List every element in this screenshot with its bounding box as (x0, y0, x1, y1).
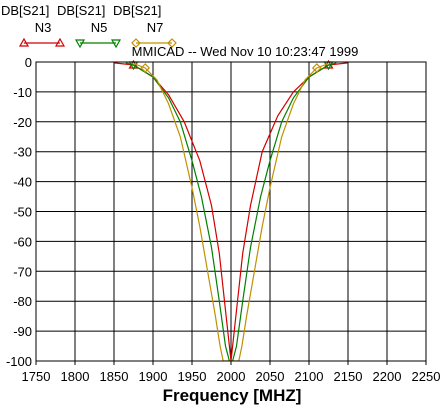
series-line-n3 (113, 62, 349, 361)
x-tick-label: 2050 (256, 369, 285, 384)
y-tick-label: -70 (13, 264, 32, 279)
x-tick-label: 2100 (295, 369, 324, 384)
legend-header-n3: DB[S21] (1, 3, 49, 18)
chart-title: MMICAD -- Wed Nov 10 10:23:47 1999 (132, 44, 359, 59)
series-line-n5 (125, 62, 337, 361)
y-tick-label: -40 (13, 175, 32, 190)
legend-header-n7: DB[S21] (113, 3, 161, 18)
y-tick-label: -30 (13, 145, 32, 160)
y-tick-label: -10 (13, 85, 32, 100)
x-tick-label: 1950 (178, 369, 207, 384)
legend-header-n5: DB[S21] (57, 3, 105, 18)
legend: DB[S21] N3 DB[S21] N5 DB[S21] N7 (1, 3, 177, 49)
x-tick-label: 2000 (217, 369, 246, 384)
x-tick-labels: 1750 1800 1850 1900 1950 2000 2050 2100 2150 2200… (22, 361, 441, 384)
x-tick-label: 1800 (61, 369, 90, 384)
y-tick-label: -50 (13, 205, 32, 220)
y-tick-label: -100 (6, 354, 32, 369)
legend-marker-n3 (54, 37, 66, 47)
series-marker-n7 (311, 63, 322, 73)
legend-marker-n7 (167, 38, 177, 48)
y-tick-label: -80 (13, 294, 32, 309)
y-tick-label: 0 (25, 55, 32, 70)
legend-marker-n5 (110, 39, 122, 49)
y-tick-label: -90 (13, 324, 32, 339)
y-tick-labels: 0 -10 -20 -30 -40 -50 -60 -70 -80 -90 -100 (6, 55, 32, 369)
legend-label-n7: N7 (147, 20, 164, 35)
legend-label-n5: N5 (91, 20, 108, 35)
legend-marker-n3 (18, 37, 30, 47)
legend-marker-n7 (131, 38, 141, 48)
y-tick-label: -20 (13, 115, 32, 130)
x-tick-label: 1900 (139, 369, 168, 384)
x-axis-label: Frequency [MHZ] (163, 386, 302, 405)
series-marker-n7 (140, 63, 151, 73)
x-tick-label: 1750 (22, 369, 51, 384)
grid (36, 62, 426, 361)
x-tick-label: 2200 (373, 369, 402, 384)
series-line-n7 (133, 62, 329, 361)
x-tick-label: 1850 (100, 369, 129, 384)
legend-marker-n5 (74, 39, 86, 49)
y-tick-label: -60 (13, 234, 32, 249)
x-tick-label: 2250 (412, 369, 441, 384)
legend-label-n3: N3 (35, 20, 52, 35)
x-tick-label: 2150 (334, 369, 363, 384)
